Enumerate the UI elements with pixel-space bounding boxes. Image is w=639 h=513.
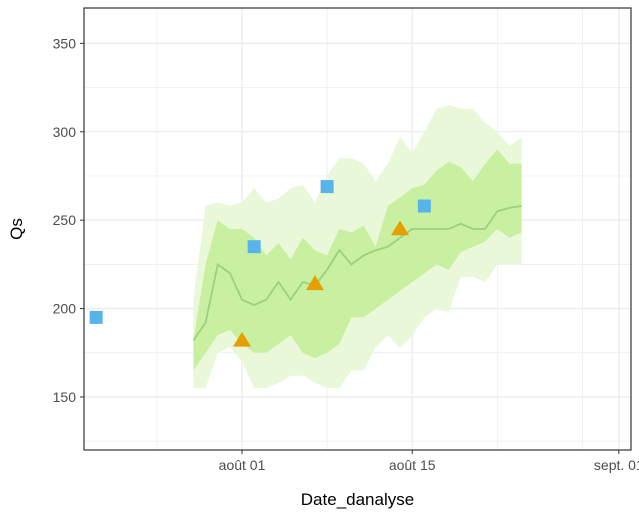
x-tick-label: août 01 (219, 457, 266, 473)
triangle-point (233, 331, 252, 347)
y-tick-label: 300 (53, 124, 77, 140)
y-tick-label: 350 (53, 35, 77, 51)
x-tick-label: sept. 01 (594, 457, 639, 473)
triangle-point (305, 275, 324, 291)
y-axis-title: Qs (7, 218, 26, 240)
square-point (417, 199, 431, 213)
points (89, 180, 431, 347)
y-tick-label: 200 (53, 301, 77, 317)
median-line-layer (192, 205, 522, 341)
y-tick-label: 250 (53, 212, 77, 228)
x-axis-title: Date_danalyse (301, 490, 414, 509)
x-tick-label: août 15 (389, 457, 436, 473)
triangle-point (391, 220, 410, 236)
square-point (247, 240, 261, 254)
square-point (89, 310, 103, 324)
axes: 150 200 250 300 350 août 01 août 15 sept. 01 (53, 35, 639, 473)
median-line (192, 205, 522, 341)
y-tick-label: 150 (53, 389, 77, 405)
square-point (320, 180, 334, 194)
panel-border (83, 7, 632, 451)
